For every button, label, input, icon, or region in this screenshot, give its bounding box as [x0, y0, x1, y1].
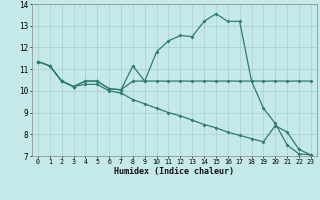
X-axis label: Humidex (Indice chaleur): Humidex (Indice chaleur)	[115, 167, 234, 176]
